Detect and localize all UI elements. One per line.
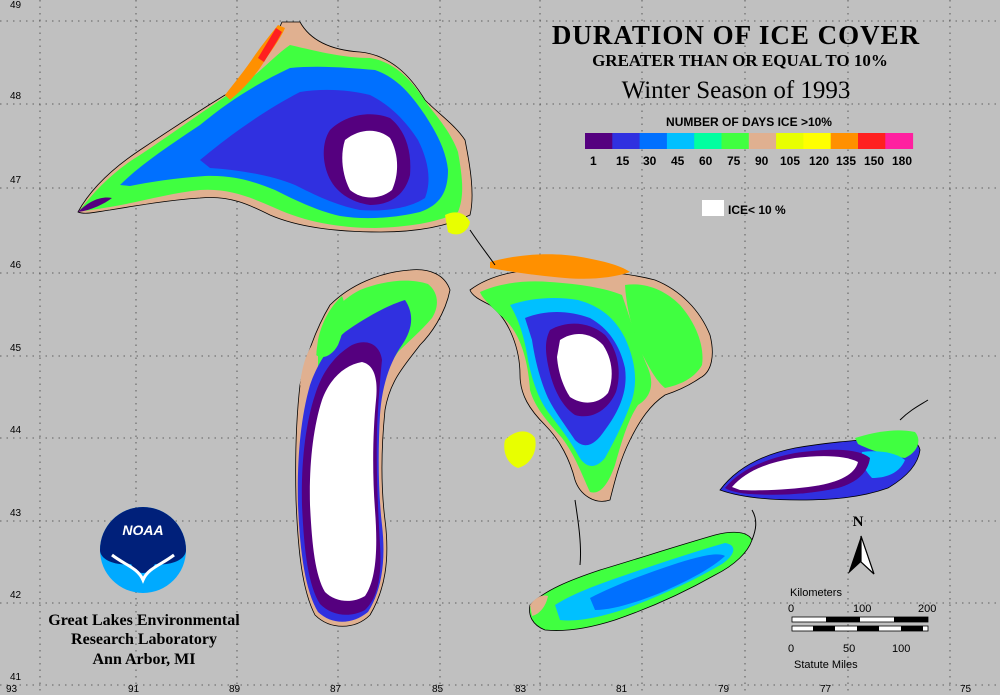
legend-tick-label: 45	[671, 154, 685, 168]
scale-mi-title: Statute Miles	[794, 659, 858, 671]
legend-tick-label: 1	[590, 154, 597, 168]
erie-blue-band	[590, 554, 725, 610]
legend-tick-label: 135	[836, 154, 856, 168]
legend-tick-label: 30	[643, 154, 657, 168]
legend-tick-label: 15	[616, 154, 630, 168]
longitude-label: 93	[6, 684, 18, 695]
superior-north-red-strip	[258, 28, 282, 62]
legend-swatch	[639, 133, 668, 149]
legend-tick-label: 105	[780, 154, 800, 168]
legend-swatch	[694, 133, 722, 149]
superior-ice-free-core	[342, 130, 398, 198]
legend-tick-label: 60	[699, 154, 713, 168]
latitude-label: 44	[10, 425, 22, 436]
ice-free-label: ICE< 10 %	[728, 203, 786, 217]
north-arrow: N	[848, 514, 875, 575]
longitude-label: 81	[616, 684, 628, 695]
title-main: DURATION OF ICE COVER	[552, 20, 920, 50]
ontario-east-green	[855, 430, 919, 458]
lake-ontario	[719, 430, 921, 501]
scale-km-tick-1: 100	[853, 603, 871, 615]
institution-line2: Research Laboratory	[71, 631, 217, 648]
legend-swatch	[858, 133, 886, 149]
legend-tick-label: 90	[755, 154, 769, 168]
scale-mi-tick-0: 0	[788, 643, 794, 655]
ice-free-swatch	[702, 200, 724, 216]
north-arrow-icon	[848, 536, 861, 574]
longitude-label: 89	[229, 684, 241, 695]
longitude-label: 79	[718, 684, 730, 695]
scale-bar: Kilometers 0 100 200 0 50 100 Statute Mi…	[788, 587, 936, 671]
scale-mi-tick-2: 100	[892, 643, 910, 655]
connecting-waterways	[469, 229, 929, 566]
longitude-label: 87	[330, 684, 342, 695]
ontario-ice-free-core	[732, 456, 858, 491]
legend-swatch	[830, 133, 859, 149]
longitude-label: 85	[432, 684, 444, 695]
scale-mi-tick-1: 50	[843, 643, 855, 655]
latitude-labels: 49 48 47 46 45 44 43 42 41	[10, 0, 22, 683]
longitude-label: 83	[515, 684, 527, 695]
latitude-label: 47	[10, 175, 22, 186]
latitude-label: 46	[10, 260, 22, 271]
longitude-label: 75	[960, 684, 972, 695]
green-bay-patch	[316, 296, 346, 358]
legend-tick-labels: 1 15 30 45 60 75 90 105 120 135 150 180	[590, 154, 912, 168]
superior-yellow-patch	[445, 212, 470, 235]
georgian-bay-green	[625, 284, 703, 388]
lake-michigan	[295, 269, 451, 627]
noaa-logo-icon: NOAA	[100, 507, 186, 593]
ontario-east-cyan	[861, 451, 905, 478]
legend-tick-label: 75	[727, 154, 741, 168]
latitude-label: 41	[10, 672, 22, 683]
latitude-label: 48	[10, 91, 22, 102]
longitude-label: 77	[820, 684, 832, 695]
lake-erie	[529, 531, 753, 631]
latitude-label: 43	[10, 508, 22, 519]
latitude-label: 49	[10, 0, 22, 11]
legend-tick-label: 150	[864, 154, 884, 168]
north-arrow-label: N	[853, 514, 864, 530]
lake-superior	[77, 21, 473, 235]
saginaw-bay-yellow	[504, 431, 536, 468]
latitude-label: 42	[10, 590, 22, 601]
legend-swatch	[885, 133, 914, 149]
scale-km-title: Kilometers	[790, 587, 842, 599]
green-bay-tan	[300, 340, 317, 392]
scale-km-tick-2: 200	[918, 603, 936, 615]
latitude-label: 45	[10, 343, 22, 354]
legend-swatch	[721, 133, 750, 149]
north-channel-orange	[490, 254, 630, 279]
legend-swatch	[666, 133, 695, 149]
legend-color-bar	[585, 133, 914, 149]
legend-tick-label: 120	[809, 154, 829, 168]
huron-ice-free-core	[557, 333, 612, 403]
title-sub: GREATER THAN OR EQUAL TO 10%	[592, 51, 888, 70]
legend-swatch	[803, 133, 832, 149]
institution-line1: Great Lakes Environmental	[48, 612, 240, 629]
erie-west-tan	[530, 595, 548, 616]
legend-tick-label: 180	[892, 154, 912, 168]
noaa-logo-text: NOAA	[122, 522, 163, 538]
lake-huron	[469, 254, 713, 502]
legend-swatch	[776, 133, 804, 149]
legend-swatch	[585, 133, 613, 149]
legend-swatch	[748, 133, 777, 149]
longitude-label: 91	[128, 684, 140, 695]
michigan-ice-free-core	[309, 362, 377, 601]
title-season: Winter Season of 1993	[622, 77, 851, 104]
institution-line3: Ann Arbor, MI	[93, 651, 196, 668]
legend-swatch	[612, 133, 641, 149]
scale-km-tick-0: 0	[788, 603, 794, 615]
longitude-labels: 93 91 89 87 85 83 81 79 77 75	[6, 684, 972, 695]
superior-west-tip	[78, 197, 112, 212]
legend-heading: NUMBER OF DAYS ICE >10%	[666, 115, 832, 129]
